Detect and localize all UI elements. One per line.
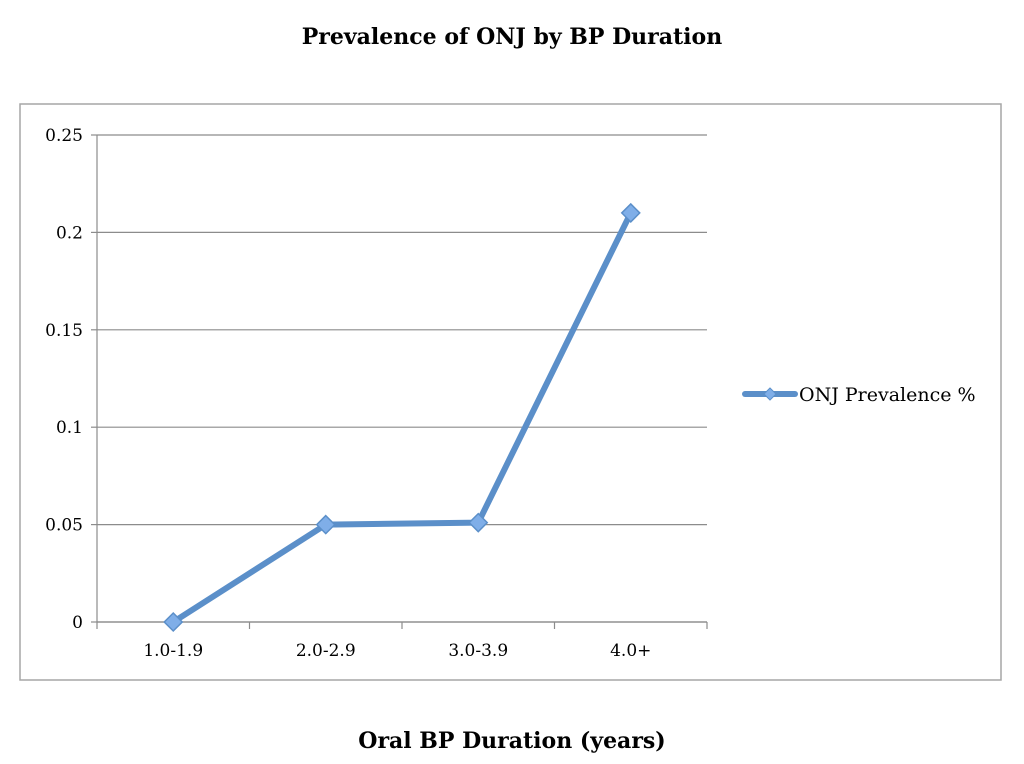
x-tick-label: 4.0+: [610, 641, 651, 661]
legend-label: ONJ Prevalence %: [799, 384, 976, 406]
legend-marker: [763, 387, 777, 401]
x-tick-label: 2.0-2.9: [296, 641, 356, 661]
axes: 0 0.05 0.1 0.15 0.2 0.25 1.0-1.9 2.0-2.9 3.0-3.9…: [45, 126, 708, 661]
chart-frame: [19, 103, 1002, 681]
x-tick-label: 3.0-3.9: [448, 641, 508, 661]
legend: ONJ Prevalence %: [742, 384, 976, 406]
data-point-marker: [163, 611, 184, 633]
y-tick-label: 0.1: [56, 418, 83, 438]
y-tick-label: 0: [72, 613, 83, 633]
y-tick-label: 0.2: [56, 223, 83, 243]
y-tick-label: 0.15: [45, 321, 83, 341]
chart-title: Prevalence of ONJ by BP Duration: [301, 24, 723, 50]
x-axis-title: Oral BP Duration (years): [358, 728, 666, 754]
x-tick-label: 1.0-1.9: [143, 641, 203, 661]
data-point-marker: [620, 202, 641, 223]
y-tick-label: 0.25: [45, 126, 83, 146]
series-line: [170, 209, 634, 625]
y-tick-label: 0.05: [45, 516, 83, 536]
series-layer: [163, 202, 641, 633]
data-point-marker: [315, 514, 336, 535]
data-point-marker: [468, 512, 489, 533]
